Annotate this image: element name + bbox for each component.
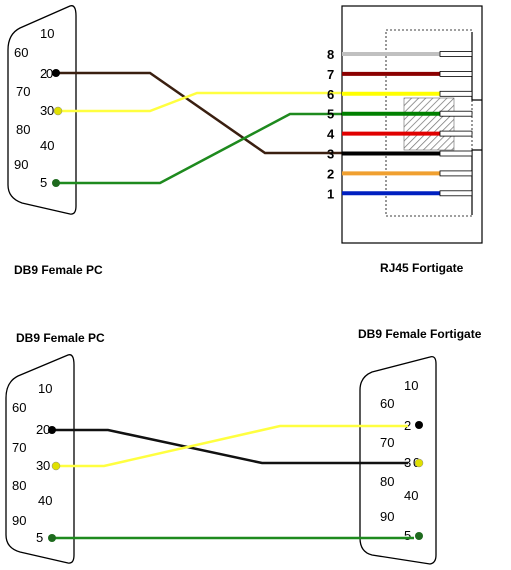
pin-label-1: 10 bbox=[38, 381, 52, 396]
rj45-pin-label: 5 bbox=[327, 107, 334, 122]
rj45-pin-contact bbox=[439, 51, 473, 57]
bottom-right-caption: DB9 Female Fortigate bbox=[358, 327, 482, 341]
rj45-pin-contact bbox=[439, 170, 473, 177]
db9-left-shell-top bbox=[7, 5, 77, 215]
wire-top-2-to-3 bbox=[56, 71, 342, 155]
rj45-latch-hatch bbox=[403, 97, 455, 151]
pin-label-2: 2 bbox=[40, 66, 47, 81]
rj45-pin-label: 2 bbox=[327, 166, 334, 181]
db9-left-shell-bottom bbox=[5, 354, 75, 564]
pin-dot-3 bbox=[53, 106, 63, 116]
pin-label-6: 60 bbox=[14, 45, 28, 60]
pin-label-5: 5 bbox=[404, 528, 411, 543]
pin-label-9: 90 bbox=[14, 157, 28, 172]
pin-dot-5 bbox=[415, 532, 423, 540]
rj45-right-edge bbox=[471, 32, 482, 215]
wire-bottom-2-to-3 bbox=[52, 428, 408, 465]
pin-label-8: 80 bbox=[12, 478, 26, 493]
pin-label-8: 80 bbox=[380, 474, 394, 489]
rj45-pin-label: 7 bbox=[327, 67, 334, 82]
pin-dot-5 bbox=[52, 179, 60, 187]
pin-label-9: 90 bbox=[380, 509, 394, 524]
db9-right-shell-bottom bbox=[359, 356, 437, 565]
wire-top-3-to-6 bbox=[58, 91, 342, 113]
pin-dot-5 bbox=[48, 534, 56, 542]
pin-label-4: 40 bbox=[38, 493, 52, 508]
rj45-pin-contact bbox=[439, 150, 473, 157]
pin-label-3-zero: 0 bbox=[43, 458, 50, 473]
rj45-pin-contact bbox=[439, 90, 473, 97]
pin-label-5: 5 bbox=[40, 175, 47, 190]
rj45-pin-label: 8 bbox=[327, 47, 334, 62]
pin-label-8: 80 bbox=[16, 122, 30, 137]
bottom-left-caption: DB9 Female PC bbox=[16, 331, 105, 345]
pin-label-6: 60 bbox=[380, 396, 394, 411]
rj45-pin-contact bbox=[439, 130, 473, 137]
pin-dot-3 bbox=[51, 461, 61, 471]
pin-label-3-zero: 0 bbox=[47, 103, 54, 118]
pin-label-2: 2 bbox=[36, 422, 43, 437]
pin-label-4: 40 bbox=[404, 488, 418, 503]
pin-label-2-zero: 0 bbox=[46, 66, 53, 81]
rj45-pin-label: 1 bbox=[327, 186, 334, 201]
pin-label-3: 3 bbox=[36, 458, 43, 473]
pin-label-3: 3 bbox=[40, 103, 47, 118]
pin-label-5: 5 bbox=[36, 530, 43, 545]
pin-label-7: 70 bbox=[12, 440, 26, 455]
rj45-pin-label: 3 bbox=[327, 147, 334, 162]
pin-label-7: 70 bbox=[16, 84, 30, 99]
wire-bottom-3-to-2 bbox=[56, 424, 408, 468]
rj45-box bbox=[341, 5, 483, 244]
pin-dot-2 bbox=[48, 426, 56, 434]
bottom-diagram: 10 60 2 0 70 3 0 80 40 90 5 10 60 2 70 3… bbox=[5, 354, 437, 565]
pin-dot-3 bbox=[414, 458, 424, 468]
pin-label-2-zero: 0 bbox=[43, 422, 50, 437]
top-diagram: 10 60 2 0 70 3 0 80 40 90 5 8 7 6 5 4 3 2 1 bbox=[7, 5, 483, 244]
rj45-pin-contact bbox=[439, 71, 473, 77]
top-right-caption: RJ45 Fortigate bbox=[380, 261, 464, 275]
pin-dot-2 bbox=[52, 69, 60, 77]
wire-top-5-to-5 bbox=[56, 112, 342, 185]
pin-label-1: 10 bbox=[40, 26, 54, 41]
pin-dot-2 bbox=[415, 421, 423, 429]
rj45-pin-label: 6 bbox=[327, 87, 334, 102]
rj45-pin-label: 4 bbox=[327, 127, 335, 142]
pin-label-1: 10 bbox=[404, 378, 418, 393]
pin-label-9: 90 bbox=[12, 513, 26, 528]
rj45-pin-contact bbox=[439, 110, 473, 117]
rj45-pin-contact bbox=[439, 190, 473, 197]
top-left-caption: DB9 Female PC bbox=[14, 263, 103, 277]
pin-label-4: 40 bbox=[40, 138, 54, 153]
pin-label-7: 70 bbox=[380, 435, 394, 450]
pin-label-6: 60 bbox=[12, 400, 26, 415]
